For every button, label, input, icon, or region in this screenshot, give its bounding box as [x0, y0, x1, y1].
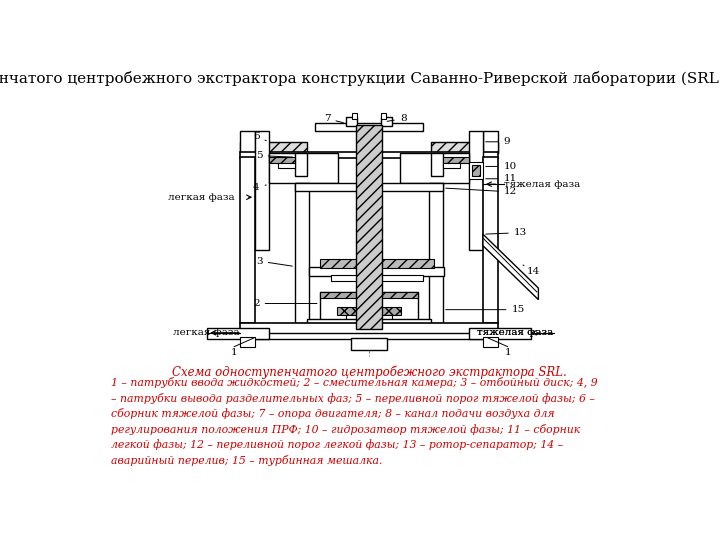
- Text: Схема одноступенчатого центробежного экстрактора конструкции Саванно-Риверской л: Схема одноступенчатого центробежного экс…: [0, 71, 720, 86]
- Bar: [469, 131, 483, 251]
- Text: 12: 12: [446, 187, 517, 197]
- Bar: [307, 319, 431, 327]
- Bar: [431, 153, 443, 176]
- Bar: [320, 292, 418, 298]
- Bar: [346, 315, 392, 320]
- Bar: [269, 157, 295, 164]
- Text: тяжелая фаза: тяжелая фаза: [504, 180, 580, 188]
- Text: 8: 8: [387, 114, 406, 123]
- Bar: [207, 328, 269, 339]
- Bar: [320, 259, 433, 268]
- Bar: [352, 112, 356, 119]
- Text: 13: 13: [486, 228, 527, 237]
- Bar: [483, 131, 498, 153]
- Text: 9: 9: [486, 137, 510, 146]
- Bar: [443, 164, 460, 168]
- Bar: [443, 157, 469, 164]
- Text: 6: 6: [253, 132, 266, 141]
- Bar: [429, 184, 443, 326]
- Bar: [240, 142, 307, 153]
- Bar: [295, 323, 443, 335]
- Bar: [330, 275, 423, 281]
- Bar: [382, 117, 392, 126]
- Text: легкая фаза: легкая фаза: [168, 193, 234, 202]
- Text: 11: 11: [486, 174, 517, 183]
- Bar: [469, 328, 531, 339]
- Bar: [346, 117, 356, 126]
- Bar: [483, 338, 498, 347]
- Bar: [382, 112, 386, 119]
- Bar: [337, 307, 401, 315]
- Text: 15: 15: [446, 305, 525, 314]
- Text: 1: 1: [231, 348, 238, 357]
- Text: тяжелая фаза: тяжелая фаза: [477, 328, 553, 338]
- Bar: [431, 142, 498, 153]
- Text: 3: 3: [256, 256, 292, 266]
- Bar: [472, 165, 480, 176]
- Bar: [240, 152, 498, 158]
- Bar: [320, 292, 418, 325]
- Bar: [240, 338, 255, 347]
- Text: 7: 7: [324, 114, 343, 123]
- Bar: [269, 153, 338, 184]
- Text: 5: 5: [256, 151, 292, 160]
- Bar: [240, 131, 255, 153]
- Text: 14: 14: [523, 265, 540, 275]
- Polygon shape: [483, 234, 539, 300]
- Text: 4: 4: [253, 184, 266, 192]
- Bar: [351, 338, 387, 350]
- Text: легкая фаза: легкая фаза: [173, 328, 239, 338]
- Bar: [295, 153, 307, 176]
- Bar: [315, 123, 423, 131]
- Bar: [483, 157, 498, 323]
- Text: Схема одноступенчатого центробежного экстрактора SRL.: Схема одноступенчатого центробежного экс…: [171, 365, 567, 379]
- Text: 1 – патрубки ввода жидкостей; 2 – смесительная камера; 3 – отбойный диск; 4, 9
–: 1 – патрубки ввода жидкостей; 2 – смесит…: [111, 377, 598, 465]
- Bar: [400, 153, 469, 184]
- Bar: [240, 323, 498, 338]
- Bar: [356, 125, 382, 329]
- Bar: [255, 131, 269, 251]
- Bar: [295, 184, 309, 326]
- Text: 2: 2: [253, 299, 317, 308]
- Bar: [240, 157, 255, 323]
- Text: 1: 1: [504, 348, 511, 357]
- Bar: [240, 333, 498, 339]
- Text: 10: 10: [486, 162, 517, 171]
- Bar: [278, 164, 295, 168]
- Bar: [295, 184, 443, 191]
- Bar: [469, 162, 483, 179]
- Text: тяжелая фаза: тяжелая фаза: [477, 328, 553, 338]
- Bar: [309, 267, 444, 276]
